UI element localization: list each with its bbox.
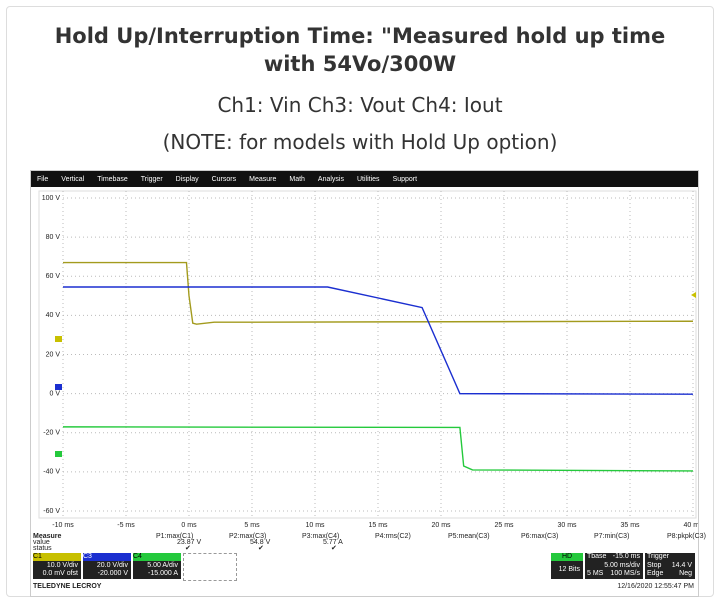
menu-item[interactable]: Display — [176, 176, 199, 183]
x-tick-label: -5 ms — [117, 522, 135, 529]
y-tick-label: 80 V — [46, 234, 61, 241]
menu-item[interactable]: File — [37, 176, 48, 183]
measure-param: P5:mean(C3) — [448, 533, 490, 540]
waveform-plot: 100 V 80 V 60 V 40 V 20 V 0 V -20 V -40 V -60 V -… — [31, 187, 698, 532]
channel-marker — [55, 384, 62, 390]
menu-item[interactable]: Measure — [249, 176, 276, 183]
channel-scale: 20.0 V/div — [97, 562, 128, 569]
channel-tag: C1 — [33, 553, 81, 561]
menu-item[interactable]: Analysis — [318, 176, 344, 183]
y-tick-label: -60 V — [43, 508, 60, 515]
trigger-slope: Neg — [679, 570, 692, 577]
acq-box: HD 12 Bits — [551, 553, 583, 579]
status-check: ✔ — [185, 544, 191, 552]
page: { "header": { "title": "Hold Up/Interrup… — [0, 0, 720, 603]
menu-item[interactable]: Timebase — [97, 176, 127, 183]
trigger-type: Edge — [647, 570, 663, 577]
channel-tag: C4 — [133, 553, 181, 561]
subtitle: (NOTE: for models with Hold Up option) — [0, 130, 720, 154]
timestamp: 12/16/2020 12:55:47 PM — [617, 583, 694, 590]
measure-param: P7:min(C3) — [594, 533, 629, 540]
x-tick-label: 30 ms — [557, 522, 577, 529]
channel-offset: 0.0 mV ofst — [43, 570, 78, 577]
channel-scale: 10.0 V/div — [47, 562, 78, 569]
menu-item[interactable]: Math — [289, 176, 305, 183]
measure-param: P6:max(C3) — [521, 533, 558, 540]
x-tick-label: 15 ms — [368, 522, 388, 529]
y-tick-label: -20 V — [43, 430, 60, 437]
menu-item[interactable]: Utilities — [357, 176, 380, 183]
x-tick-label: 10 ms — [305, 522, 325, 529]
scope-screenshot: File Vertical Timebase Trigger Display Cursor… — [30, 170, 699, 597]
x-tick-label: -10 ms — [52, 522, 74, 529]
y-tick-label: 0 V — [49, 390, 60, 397]
trigger-state: Stop — [647, 562, 661, 569]
tbase: -15.0 ms — [613, 553, 640, 560]
x-tick-label: 0 ms — [181, 522, 197, 529]
measure-param: P8:pkpk(C3) — [667, 533, 706, 540]
y-tick-label: 60 V — [46, 273, 61, 280]
menu-bar: File Vertical Timebase Trigger Display Cursor… — [31, 171, 698, 187]
x-tick-label: 35 ms — [620, 522, 640, 529]
channel-tag: C3 — [83, 553, 131, 561]
channel-offset: -20.000 V — [98, 570, 128, 577]
status-check: ✔ — [258, 544, 264, 552]
acq-bits: 12 Bits — [559, 566, 580, 573]
samples: 5 MS — [587, 570, 603, 577]
channel-marker — [55, 451, 62, 457]
trigger-label: Trigger — [647, 553, 669, 560]
y-tick-label: 100 V — [42, 195, 61, 202]
tdiv: 5.00 ms/div — [604, 562, 640, 569]
tbase-label: Tbase — [587, 553, 606, 560]
x-tick-label: 5 ms — [244, 522, 260, 529]
brand: TELEDYNE LECROY — [33, 583, 101, 590]
menu-item[interactable]: Cursors — [212, 176, 237, 183]
empty-slot — [183, 553, 237, 581]
channel-marker — [55, 336, 62, 342]
y-tick-label: 40 V — [46, 312, 61, 319]
menu-item[interactable]: Trigger — [141, 176, 163, 183]
x-tick-label: 40 ms — [683, 522, 698, 529]
rate: 100 MS/s — [610, 570, 640, 577]
y-tick-label: -40 V — [43, 469, 60, 476]
menu-item[interactable]: Support — [393, 176, 418, 183]
y-tick-label: 20 V — [46, 351, 61, 358]
channel-offset: -15.000 A — [148, 570, 178, 577]
page-body: Hold Up/Interruption Time: "Measured hol… — [0, 0, 720, 603]
channel-scale: 5.00 A/div — [147, 562, 178, 569]
trigger-level: 14.4 V — [672, 562, 692, 569]
trigger-box: Trigger Stop 14.4 V Edge Neg — [645, 553, 695, 579]
x-tick-label: 20 ms — [431, 522, 451, 529]
status-check: ✔ — [331, 544, 337, 552]
acq-mode: HD — [551, 553, 583, 561]
subtitle: Ch1: Vin Ch3: Vout Ch4: Iout — [0, 93, 720, 117]
measure-param: P4:rms(C2) — [375, 533, 411, 540]
x-tick-label: 25 ms — [494, 522, 514, 529]
measure-row-label: status — [33, 545, 52, 552]
menu-item[interactable]: Vertical — [61, 176, 84, 183]
title: Hold Up/Interruption Time: "Measured hol… — [0, 22, 720, 78]
